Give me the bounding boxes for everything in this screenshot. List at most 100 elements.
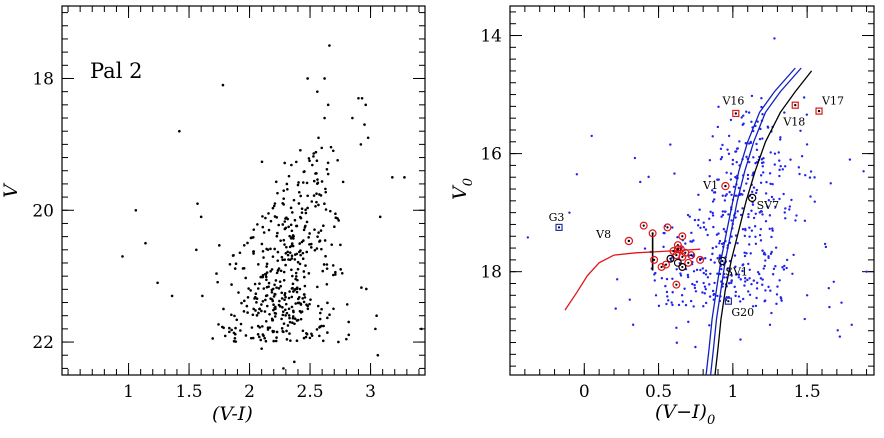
right-data-point <box>760 105 763 109</box>
right-data-point <box>788 205 792 208</box>
left-data-point <box>265 294 269 297</box>
right-data-point <box>736 242 739 245</box>
right-data-point <box>689 240 692 243</box>
left-data-point <box>291 211 294 214</box>
left-data-point <box>285 329 288 333</box>
right-data-point <box>761 137 764 140</box>
left-data-point <box>296 278 299 282</box>
right-y-tick-label: 16 <box>480 145 502 165</box>
left-data-point <box>299 194 302 198</box>
right-data-point <box>788 208 791 211</box>
variable-star-circle <box>661 260 670 269</box>
right-data-point <box>716 272 719 275</box>
left-data-point <box>257 335 261 339</box>
right-data-point <box>784 207 787 210</box>
left-data-point <box>274 180 278 184</box>
right-data-point <box>733 285 736 289</box>
left-data-point <box>249 336 253 340</box>
right-data-point <box>706 276 710 279</box>
right-data-point <box>690 231 693 235</box>
right-data-point <box>749 252 752 255</box>
left-data-point <box>121 255 124 258</box>
right-data-point <box>734 273 738 276</box>
right-data-point <box>725 171 728 174</box>
left-data-point <box>272 308 275 312</box>
right-data-point <box>775 293 779 296</box>
right-data-point <box>838 335 842 338</box>
left-data-point <box>276 250 280 254</box>
right-data-point <box>721 194 724 197</box>
left-data-point <box>301 181 305 184</box>
right-data-point <box>862 170 865 173</box>
left-data-point <box>279 239 282 242</box>
right-data-point <box>744 142 747 145</box>
left-data-point <box>290 254 294 258</box>
right-data-point <box>686 213 690 217</box>
left-data-point <box>156 281 159 285</box>
right-lines <box>564 67 813 375</box>
right-data-point <box>774 246 778 249</box>
right-data-point <box>741 123 744 126</box>
left-data-point <box>281 201 284 205</box>
left-data-point <box>264 275 268 279</box>
right-data-point <box>704 257 707 260</box>
right-data-point <box>575 173 579 176</box>
right-data-point <box>713 198 716 201</box>
left-data-point <box>300 211 304 214</box>
left-data-point <box>250 326 254 329</box>
right-data-point <box>770 235 773 239</box>
right-data-point <box>711 289 715 293</box>
right-data-point <box>747 111 751 114</box>
left-data-point <box>323 116 326 120</box>
left-data-point <box>249 289 252 292</box>
left-data-point <box>261 300 265 303</box>
right-data-point <box>742 189 746 192</box>
left-data-point <box>305 331 308 335</box>
variable-star-center <box>681 265 684 269</box>
right-data-point <box>654 294 658 297</box>
right-data-point <box>671 226 674 229</box>
right-y-axis-title: V0 <box>449 178 476 200</box>
right-data-point <box>777 151 780 154</box>
left-data-point <box>262 287 266 290</box>
right-data-point <box>780 299 783 302</box>
left-data-point <box>306 307 310 311</box>
right-data-point <box>677 303 681 307</box>
right-data-point <box>745 252 748 255</box>
right-data-point <box>748 243 751 246</box>
right-data-point <box>766 125 769 128</box>
right-data-point <box>753 225 757 228</box>
right-data-point <box>734 150 737 153</box>
left-data-point <box>273 215 277 218</box>
right-data-point <box>726 267 729 270</box>
right-data-point <box>779 164 782 168</box>
variable-star-circle <box>672 280 681 289</box>
left-data-point <box>255 314 259 317</box>
left-data-point <box>275 336 278 339</box>
left-data-point <box>325 167 329 171</box>
left-data-point <box>201 294 204 298</box>
left-data-point <box>305 250 309 254</box>
left-data-point <box>341 180 345 184</box>
left-data-point <box>359 143 363 146</box>
right-data-point <box>779 297 783 300</box>
left-data-point <box>228 326 231 330</box>
left-data-point <box>281 223 285 226</box>
left-data-point <box>267 281 271 285</box>
right-data-point <box>850 323 853 327</box>
right-data-point <box>736 210 739 213</box>
right-data-point <box>708 217 711 220</box>
left-data-point <box>302 270 306 273</box>
left-data-point <box>319 311 322 315</box>
variable-star-center <box>672 249 675 253</box>
left-data-point <box>284 302 288 306</box>
right-data-point <box>808 176 812 179</box>
left-data-point <box>315 172 318 175</box>
right-data-point <box>697 218 700 222</box>
left-data-point <box>239 322 243 326</box>
right-data-point <box>702 226 706 229</box>
right-y-axis-title-main: V <box>449 184 471 200</box>
right-data-point <box>823 242 827 246</box>
left-data-point <box>305 220 309 224</box>
right-data-point <box>761 165 764 168</box>
